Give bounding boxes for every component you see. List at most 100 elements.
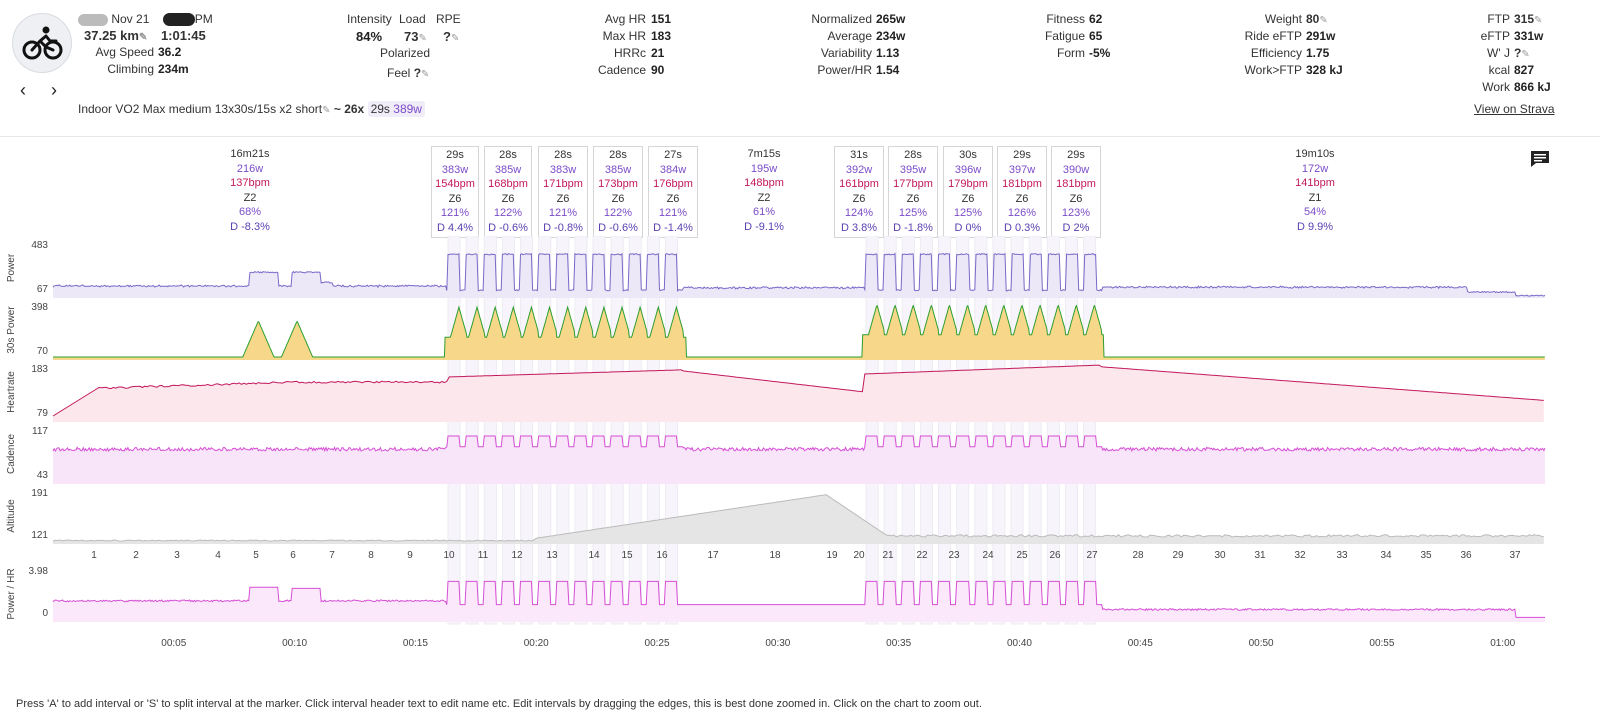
- cadence-label: Cadence: [597, 63, 646, 77]
- interval-header[interactable]: 29s 383w 154bpm Z6 121% D 4.4%: [431, 146, 479, 238]
- fatigue-label: Fatigue: [1044, 29, 1085, 43]
- interval-header[interactable]: 27s 384w 176bpm Z6 121% D -1.4%: [648, 146, 698, 238]
- axis-label-0: Power: [6, 253, 17, 282]
- interval-number: 7: [329, 550, 335, 561]
- kcal-label: kcal: [1488, 63, 1510, 77]
- interval-number: 28: [1132, 550, 1144, 561]
- interval-header[interactable]: 29s 390w 181bpm Z6 123% D 2%: [1051, 146, 1101, 238]
- interval-number: 34: [1380, 550, 1392, 561]
- avg-hr-value: 151: [651, 12, 672, 26]
- interval-number: 36: [1460, 550, 1472, 561]
- y-tick-top-0: 483: [31, 240, 48, 251]
- altitude-series-line: [52, 494, 1544, 542]
- edit-distance-icon[interactable]: ✎: [138, 32, 148, 43]
- axis-label-2: Heartrate: [6, 371, 17, 413]
- variability-value: 1.13: [876, 46, 900, 60]
- time-tick: 00:05: [161, 638, 186, 649]
- load-value: 73✎: [404, 29, 427, 44]
- interval-header[interactable]: 28s 385w 173bpm Z6 122% D -0.6%: [593, 146, 643, 238]
- ftp-label: FTP: [1487, 12, 1510, 26]
- activity-name-row[interactable]: Indoor VO2 Max medium 13x30s/15s x2 shor…: [78, 101, 425, 119]
- altitude-series-area: [53, 494, 1544, 544]
- interval-header[interactable]: 28s 383w 171bpm Z6 121% D -0.8%: [538, 146, 588, 238]
- ftp-value[interactable]: 315✎: [1514, 12, 1543, 26]
- feel-row[interactable]: Feel ?✎: [387, 66, 430, 80]
- y-tick-top-4: 191: [31, 488, 48, 499]
- interval-number: 17: [707, 550, 719, 561]
- max-hr-value: 183: [651, 29, 672, 43]
- interval-number: 11: [478, 550, 489, 561]
- interval-number: 3: [174, 550, 180, 561]
- cadence-series-area: [53, 436, 1545, 484]
- time-tick: 00:50: [1249, 638, 1274, 649]
- interval-number: 2: [133, 550, 139, 561]
- avg-speed-value: 36.2: [158, 45, 182, 59]
- kcal-value: 827: [1514, 63, 1535, 77]
- interval-number: 24: [982, 550, 994, 561]
- y-tick-top-5: 3.98: [29, 566, 49, 577]
- wj-label: W' J: [1487, 46, 1510, 60]
- interval-header[interactable]: 7m15s 195w 148bpm Z2 61% D -9.1%: [724, 146, 804, 238]
- bicycle-icon: [22, 26, 63, 60]
- climbing-value: 234m: [158, 62, 189, 76]
- interval-number: 14: [588, 550, 600, 561]
- time-tick: 00:45: [1128, 638, 1153, 649]
- view-on-strava-link[interactable]: View on Strava: [1474, 102, 1555, 116]
- form-label: Form: [1057, 46, 1085, 60]
- interval-header[interactable]: 31s 392w 161bpm Z6 124% D 3.8%: [834, 146, 884, 238]
- power-hr-value: 1.54: [876, 63, 900, 77]
- eftp-label: eFTP: [1480, 29, 1510, 43]
- ride-eftp-label: Ride eFTP: [1244, 29, 1302, 43]
- activity-type-icon: [12, 13, 72, 73]
- interval-number: 23: [948, 550, 960, 561]
- y-tick-bottom-3: 43: [37, 470, 49, 481]
- y-tick-top-2: 183: [31, 364, 48, 375]
- wj-value[interactable]: ?✎: [1514, 46, 1530, 60]
- interval-number: 16: [656, 550, 668, 561]
- climbing-label: Climbing: [107, 62, 154, 76]
- weight-label: Weight: [1264, 12, 1302, 26]
- previous-activity-button[interactable]: ‹: [20, 80, 26, 100]
- time-tick: 00:10: [282, 638, 307, 649]
- weight-value[interactable]: 80✎: [1306, 12, 1328, 26]
- time-tick: 00:30: [765, 638, 790, 649]
- rpe-value[interactable]: ?✎: [443, 29, 460, 44]
- y-tick-top-1: 398: [31, 302, 48, 313]
- activity-name[interactable]: Indoor VO2 Max medium 13x30s/15s x2 shor…: [78, 102, 323, 116]
- next-activity-button[interactable]: ›: [51, 80, 57, 100]
- header-separator: [0, 136, 1600, 137]
- interval-number: 20: [853, 550, 865, 561]
- axis-label-5: Power / HR: [6, 568, 17, 619]
- interval-number: 19: [826, 550, 838, 561]
- work-label: Work: [1482, 80, 1510, 94]
- hrrc-value: 21: [651, 46, 665, 60]
- interval-header[interactable]: 29s 397w 181bpm Z6 126% D 0.3%: [997, 146, 1047, 238]
- interval-header[interactable]: 28s 385w 168bpm Z6 122% D -0.6%: [484, 146, 532, 238]
- power-hr-label: Power/HR: [817, 63, 872, 77]
- interval-header[interactable]: 30s 396w 179bpm Z6 125% D 0%: [943, 146, 993, 238]
- y-tick-bottom-4: 121: [31, 530, 48, 541]
- interval-number: 35: [1420, 550, 1432, 561]
- variability-label: Variability: [820, 46, 872, 60]
- time-tick: 00:55: [1369, 638, 1394, 649]
- rpe-label: RPE: [436, 12, 461, 26]
- time-tick: 00:25: [645, 638, 670, 649]
- time-tick: 00:40: [1007, 638, 1032, 649]
- interval-number: 30: [1214, 550, 1226, 561]
- comment-icon[interactable]: [1530, 150, 1550, 171]
- efficiency-label: Efficiency: [1250, 46, 1302, 60]
- interval-header[interactable]: 19m10s 172w 141bpm Z1 54% D 9.9%: [1270, 146, 1360, 238]
- work-value: 866 kJ: [1514, 80, 1551, 94]
- interval-number: 13: [546, 550, 558, 561]
- interval-number: 25: [1016, 550, 1028, 561]
- y-tick-bottom-2: 79: [37, 408, 49, 419]
- activity-date[interactable]: Nov 21 PM: [78, 11, 213, 28]
- interval-number: 1: [91, 550, 97, 561]
- heartrate-series-area: [53, 365, 1544, 422]
- interval-header[interactable]: 28s 395w 177bpm Z6 125% D -1.8%: [888, 146, 938, 238]
- power-hr-series-line: [52, 580, 1545, 618]
- normalized-label: Normalized: [811, 12, 872, 26]
- time-tick: 00:35: [886, 638, 911, 649]
- interval-header[interactable]: 16m21s 216w 137bpm Z2 68% D -8.3%: [200, 146, 300, 238]
